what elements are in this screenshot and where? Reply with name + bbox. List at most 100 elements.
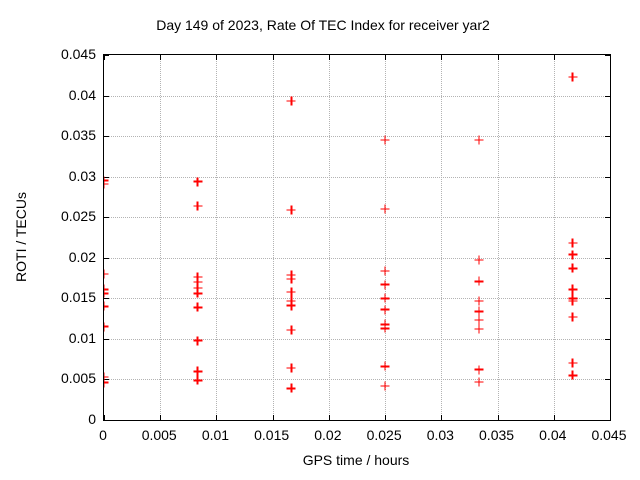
x-tick-label: 0.025 <box>366 427 402 443</box>
data-point-marker <box>474 276 484 286</box>
data-point-marker <box>474 365 484 375</box>
y-tick-mark <box>605 55 610 56</box>
data-point-marker <box>380 305 390 315</box>
x-gridline <box>160 55 162 420</box>
x-tick-mark <box>104 415 105 420</box>
y-tick-mark <box>104 298 109 300</box>
y-tick-mark <box>104 95 109 97</box>
x-gridline <box>272 55 274 420</box>
y-gridline <box>104 379 610 381</box>
data-point-marker <box>193 283 203 293</box>
y-tick-mark <box>605 338 610 340</box>
data-point-marker <box>286 96 296 106</box>
y-tick-mark <box>104 176 109 178</box>
x-tick-mark <box>385 415 387 420</box>
x-tick-mark <box>553 55 555 60</box>
y-tick-mark <box>605 176 610 178</box>
y-gridline <box>104 217 610 219</box>
y-tick-label: 0 <box>88 411 96 427</box>
data-point-marker <box>193 375 203 385</box>
y-tick-mark <box>605 136 610 138</box>
x-tick-mark <box>160 415 162 420</box>
data-point-marker <box>568 358 578 368</box>
data-point-marker <box>104 269 109 279</box>
x-tick-label: 0.04 <box>539 427 567 443</box>
x-gridline <box>328 55 330 420</box>
data-point-marker <box>286 301 296 311</box>
y-tick-label: 0.035 <box>60 127 96 144</box>
data-point-marker <box>380 266 390 276</box>
y-gridline <box>104 176 610 178</box>
data-point-marker <box>193 366 203 376</box>
x-tick-label: 0.015 <box>254 427 290 443</box>
data-point-marker <box>474 324 484 334</box>
data-point-marker <box>474 135 484 145</box>
y-tick-mark <box>104 338 109 340</box>
data-point-marker <box>568 250 578 260</box>
x-axis-label: GPS time / hours <box>302 452 410 468</box>
y-tick-mark <box>104 217 109 219</box>
y-gridline <box>104 95 610 97</box>
data-point-marker <box>193 277 203 287</box>
x-tick-label: 0.005 <box>141 427 177 443</box>
data-point-marker <box>286 296 296 306</box>
y-tick-mark <box>104 257 109 259</box>
y-tick-mark <box>104 136 109 138</box>
data-point-marker <box>380 361 390 371</box>
y-tick-mark <box>605 95 610 97</box>
data-point-marker <box>193 336 203 345</box>
data-point-marker <box>286 287 296 297</box>
y-tick-label: 0.03 <box>68 167 96 184</box>
y-tick-label: 0.04 <box>68 86 96 103</box>
data-point-marker <box>474 315 484 325</box>
data-point-marker <box>568 238 578 248</box>
data-point-marker <box>193 201 203 211</box>
x-tick-mark <box>497 415 499 420</box>
data-point-marker <box>286 363 296 373</box>
x-tick-mark <box>553 415 555 420</box>
x-tick-mark <box>216 415 218 420</box>
x-gridline <box>441 55 443 420</box>
y-tick-mark <box>605 379 610 381</box>
y-tick-label: 0.01 <box>68 329 96 346</box>
x-gridline <box>553 55 555 420</box>
x-tick-label: 0.045 <box>591 427 627 443</box>
data-point-marker <box>380 323 390 333</box>
y-gridline <box>104 298 610 300</box>
data-point-marker <box>568 72 578 82</box>
x-tick-mark <box>441 415 443 420</box>
data-point-marker <box>104 378 109 388</box>
data-point-marker <box>380 204 390 214</box>
x-tick-label: 0.01 <box>201 427 230 443</box>
data-point-marker <box>286 205 296 215</box>
data-point-marker <box>104 288 109 298</box>
y-tick-mark <box>104 379 109 381</box>
x-tick-mark <box>610 415 611 420</box>
x-gridline <box>216 55 218 420</box>
y-tick-label: 0.005 <box>60 370 96 387</box>
data-point-marker <box>568 312 578 322</box>
data-point-marker <box>193 272 203 282</box>
y-gridline <box>104 338 610 340</box>
x-gridline <box>385 55 387 420</box>
data-point-marker <box>380 293 390 303</box>
y-gridline <box>104 136 610 138</box>
y-tick-label: 0.015 <box>60 289 96 306</box>
data-point-marker <box>104 322 109 332</box>
data-point-marker <box>568 370 578 380</box>
x-tick-label: 0.03 <box>426 427 454 443</box>
y-tick-label: 0.045 <box>60 46 96 62</box>
y-tick-mark <box>104 420 109 421</box>
x-tick-mark <box>385 55 387 60</box>
data-point-marker <box>286 383 296 393</box>
plot-area <box>103 54 611 421</box>
data-point-marker <box>104 301 109 311</box>
data-point-marker <box>380 381 390 391</box>
data-point-marker <box>474 377 484 387</box>
x-tick-label: 0.035 <box>479 427 515 443</box>
x-tick-mark <box>328 55 330 60</box>
y-tick-label: 0.02 <box>68 248 96 265</box>
y-tick-mark <box>605 257 610 259</box>
data-point-marker <box>474 306 484 316</box>
data-point-marker <box>568 263 578 273</box>
